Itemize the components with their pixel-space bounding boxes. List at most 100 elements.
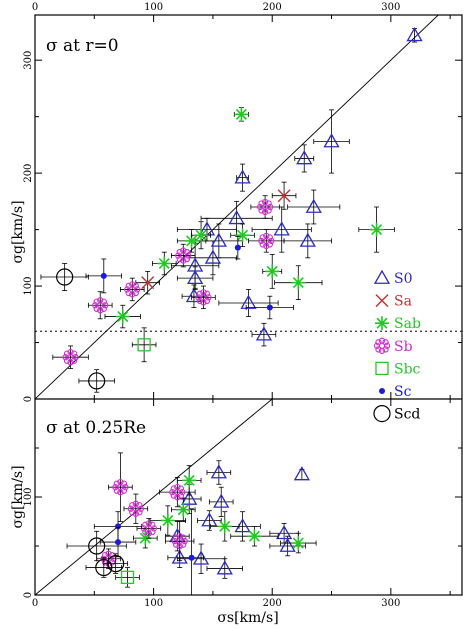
legend-label-Sab: Sab	[394, 316, 421, 332]
point-bottom-Sab-1	[149, 505, 187, 536]
marker-Sab	[291, 275, 306, 290]
marker-Sb	[112, 479, 129, 496]
legend-item-Sbc: Sbc	[375, 361, 421, 377]
legend-item-Sa: Sa	[375, 294, 412, 310]
marker-S0	[216, 560, 233, 575]
legend-item-Scd: Scd	[373, 405, 420, 423]
legend-label-Sb: Sb	[394, 339, 413, 355]
marker-Sc	[266, 304, 273, 311]
marker-Sab	[291, 536, 306, 551]
marker-S0	[299, 232, 316, 247]
y-tick-label-bottom-100: 100	[23, 487, 34, 506]
point-top-Sb-6	[250, 195, 280, 219]
point-top-S0-13	[218, 289, 279, 317]
marker-S0	[305, 198, 322, 213]
marker-Sb	[175, 247, 192, 264]
legend-label-Sa: Sa	[394, 294, 412, 310]
panel-central-sigma: σ at r=0 σg[km/s] 0 100 200 300 0 100 200 300	[10, 2, 462, 402]
point-bottom-Sb-2	[123, 493, 149, 524]
y-tick-label-bottom-0: 0	[23, 592, 34, 598]
legend: S0 Sa Sab Sb Sbc Sc Scd	[373, 269, 421, 423]
legend-label-Scd: Scd	[394, 407, 420, 423]
marker-Scd	[56, 268, 74, 286]
marker-S0	[201, 512, 218, 527]
legend-marker-Sc	[379, 388, 385, 394]
marker-Scd	[88, 372, 106, 390]
marker-Sa	[277, 189, 291, 203]
marker-Sc	[234, 244, 241, 251]
point-top-Sa-1	[271, 181, 297, 210]
marker-Sbc	[137, 338, 151, 352]
x-tick-label-top-0: 0	[32, 2, 38, 13]
point-top-S0-1	[313, 109, 350, 174]
point-bottom-S0-2	[208, 486, 234, 517]
point-top-Sab-1	[358, 206, 395, 253]
point-bottom-S0-1	[206, 460, 232, 485]
x-tick-label-top-100: 100	[144, 2, 163, 13]
marker-S0	[406, 27, 423, 42]
marker-Sb	[169, 483, 186, 501]
point-bottom-Sbc-0	[115, 567, 140, 588]
x-tick-label-top-200: 200	[263, 2, 282, 13]
legend-item-Sc: Sc	[379, 384, 412, 400]
point-top-Scd-0	[40, 263, 89, 291]
legend-marker-Sb	[373, 337, 391, 354]
point-top-S0-11	[283, 223, 332, 259]
x-tick-label-top-300: 300	[381, 2, 400, 13]
point-top-Sb-5	[248, 229, 285, 253]
point-top-S0-0	[406, 27, 423, 43]
legend-label-Sc: Sc	[394, 384, 412, 400]
series-top-Scd	[40, 263, 115, 393]
point-top-Sb-3	[171, 243, 196, 268]
series-top-Sa	[135, 181, 297, 295]
point-bottom-Scd-2	[103, 553, 128, 574]
point-bottom-S0-0	[293, 466, 310, 481]
marker-Sb	[171, 532, 188, 550]
point-top-S0-7	[176, 217, 238, 242]
marker-Sab	[157, 256, 172, 271]
point-top-Sb-1	[87, 291, 113, 320]
marker-Sc	[115, 523, 122, 530]
marker-Sb	[124, 281, 141, 298]
marker-Sb	[140, 520, 158, 537]
marker-Sc	[188, 554, 195, 561]
point-top-Sb-0	[52, 345, 89, 369]
series-bottom-Sb	[96, 452, 196, 569]
point-bottom-Sab-4	[230, 526, 279, 547]
legend-item-Sab: Sab	[375, 316, 421, 332]
marker-Sab	[235, 228, 250, 243]
marker-Sbc	[120, 570, 135, 585]
point-bottom-S0-8	[206, 558, 243, 579]
series-bottom-Sc	[93, 508, 204, 595]
point-top-Sc-0	[85, 258, 122, 294]
legend-marker-Sab	[375, 316, 389, 331]
marker-Sc	[100, 272, 107, 279]
x-tick-label-bottom-200: 200	[263, 598, 282, 609]
legend-label-Sbc: Sbc	[394, 361, 421, 377]
marker-S0	[323, 133, 340, 148]
legend-item-Sb: Sb	[373, 337, 413, 355]
point-top-Sab-4	[230, 223, 255, 247]
panel-0.25re-sigma: σ at 0.25Re σg[km/s] σs[km/s] 0 100 200 300…	[10, 399, 462, 626]
point-top-Sab-0	[233, 107, 249, 122]
marker-Sab	[265, 264, 280, 279]
point-top-Sb-4	[191, 285, 216, 310]
marker-S0	[210, 464, 227, 479]
marker-S0	[293, 466, 310, 481]
point-bottom-Sb-1	[159, 476, 196, 508]
marker-S0	[210, 232, 227, 247]
marker-Sab	[138, 531, 153, 546]
point-bottom-Sb-4	[165, 521, 195, 562]
series-bottom-Sbc	[115, 567, 140, 588]
x-tick-label-bottom-300: 300	[381, 598, 400, 609]
plot-area-bottom	[35, 399, 317, 595]
marker-S0	[228, 209, 245, 225]
point-bottom-S0-7	[269, 535, 306, 557]
marker-S0	[204, 249, 222, 264]
marker-Sb	[92, 297, 109, 314]
series-bottom-Sab	[133, 465, 317, 554]
point-bottom-Scd-1	[85, 557, 122, 578]
marker-S0	[234, 169, 251, 184]
marker-Sb	[258, 232, 275, 250]
series-top-Sbc	[131, 327, 157, 363]
